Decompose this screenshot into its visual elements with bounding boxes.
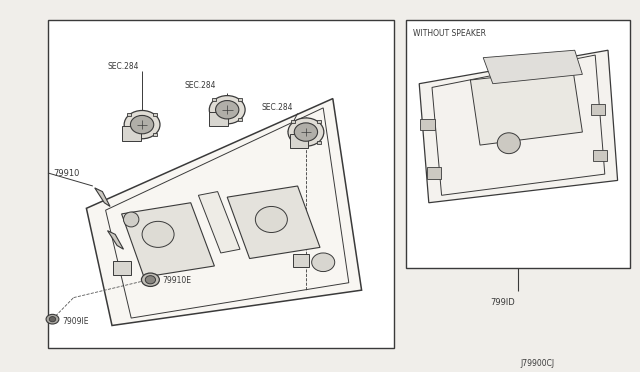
Polygon shape bbox=[122, 203, 214, 277]
Ellipse shape bbox=[497, 133, 520, 154]
Polygon shape bbox=[122, 126, 141, 141]
Polygon shape bbox=[95, 188, 110, 206]
Polygon shape bbox=[317, 141, 321, 144]
Ellipse shape bbox=[312, 253, 335, 272]
Polygon shape bbox=[153, 133, 157, 136]
Polygon shape bbox=[483, 50, 582, 84]
Polygon shape bbox=[591, 104, 605, 115]
Ellipse shape bbox=[141, 273, 159, 286]
Polygon shape bbox=[153, 113, 157, 116]
Polygon shape bbox=[127, 113, 131, 116]
Polygon shape bbox=[86, 99, 362, 326]
Text: SEC.284: SEC.284 bbox=[261, 103, 292, 112]
Ellipse shape bbox=[216, 100, 239, 119]
Polygon shape bbox=[317, 121, 321, 124]
Ellipse shape bbox=[49, 317, 56, 322]
Polygon shape bbox=[292, 254, 309, 267]
Polygon shape bbox=[470, 69, 582, 145]
Polygon shape bbox=[291, 121, 295, 124]
Polygon shape bbox=[212, 118, 216, 121]
Polygon shape bbox=[227, 186, 320, 259]
Text: 79910E: 79910E bbox=[162, 276, 191, 285]
Ellipse shape bbox=[288, 118, 324, 146]
Ellipse shape bbox=[294, 123, 317, 141]
Bar bbox=[406, 20, 630, 268]
Text: J79900CJ: J79900CJ bbox=[520, 359, 555, 368]
Text: SEC.284: SEC.284 bbox=[184, 81, 216, 90]
Polygon shape bbox=[420, 119, 435, 130]
Polygon shape bbox=[290, 134, 308, 148]
Ellipse shape bbox=[142, 221, 174, 247]
Polygon shape bbox=[113, 261, 131, 275]
Ellipse shape bbox=[46, 314, 59, 324]
Polygon shape bbox=[212, 98, 216, 101]
Text: SEC.284: SEC.284 bbox=[108, 62, 139, 71]
Polygon shape bbox=[593, 150, 607, 161]
Text: WITHOUT SPEAKER: WITHOUT SPEAKER bbox=[413, 29, 486, 38]
Polygon shape bbox=[198, 192, 240, 253]
Text: 79910: 79910 bbox=[54, 169, 80, 178]
Ellipse shape bbox=[209, 96, 245, 124]
Text: 799lD: 799lD bbox=[490, 298, 515, 307]
Polygon shape bbox=[108, 231, 124, 249]
Polygon shape bbox=[209, 112, 228, 126]
Ellipse shape bbox=[124, 212, 139, 227]
Ellipse shape bbox=[145, 276, 156, 284]
Text: 7909lE: 7909lE bbox=[62, 317, 88, 326]
Polygon shape bbox=[127, 133, 131, 136]
Polygon shape bbox=[238, 118, 242, 121]
Bar bbox=[48, 20, 394, 348]
Polygon shape bbox=[419, 50, 618, 203]
Ellipse shape bbox=[131, 115, 154, 134]
Polygon shape bbox=[291, 141, 295, 144]
Ellipse shape bbox=[124, 110, 160, 139]
Polygon shape bbox=[238, 98, 242, 101]
Polygon shape bbox=[427, 167, 441, 179]
Ellipse shape bbox=[255, 206, 287, 232]
